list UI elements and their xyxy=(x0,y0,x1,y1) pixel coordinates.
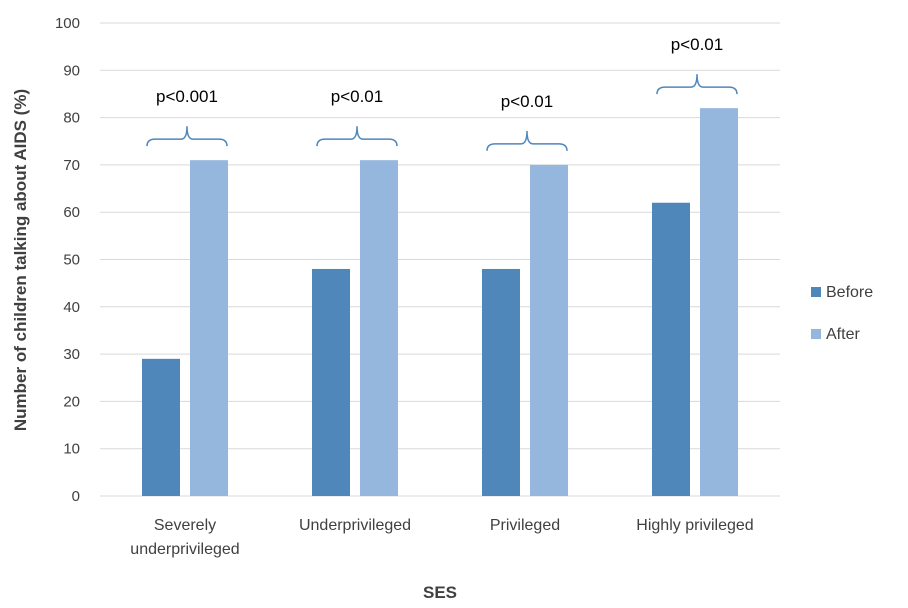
y-tick-label: 70 xyxy=(63,157,80,174)
significance-bracket xyxy=(146,126,228,147)
p-value-label: p<0.01 xyxy=(331,87,383,106)
bar-before xyxy=(312,268,350,496)
bar-after xyxy=(360,160,398,497)
bar-after xyxy=(700,108,738,496)
x-axis-categories: Severely underprivileged Underprivileged Pr… xyxy=(130,517,753,558)
y-tick-label: 100 xyxy=(55,15,80,32)
legend-swatch-before xyxy=(811,287,821,297)
y-tick-label: 10 xyxy=(63,441,80,458)
y-tick-label: 60 xyxy=(63,204,80,221)
significance-bracket xyxy=(656,74,738,95)
y-axis-ticks: 0 10 20 30 40 50 60 70 80 90 100 xyxy=(55,15,80,505)
legend-label-before: Before xyxy=(826,284,873,301)
x-category-label: Severely xyxy=(154,517,216,534)
legend: Before After xyxy=(811,284,873,343)
y-axis-title: Number of children talking about AIDS (%… xyxy=(11,89,30,431)
significance-bracket xyxy=(316,126,398,147)
bars xyxy=(142,108,738,497)
significance-bracket xyxy=(486,130,568,151)
x-category-label: Highly privileged xyxy=(636,517,753,534)
x-category-label: Privileged xyxy=(490,517,560,534)
y-tick-label: 80 xyxy=(63,110,80,127)
p-value-label: p<0.01 xyxy=(671,35,723,54)
legend-swatch-after xyxy=(811,329,821,339)
x-category-label: underprivileged xyxy=(130,541,239,558)
legend-label-after: After xyxy=(826,326,860,343)
y-tick-label: 30 xyxy=(63,346,80,363)
x-category-label: Underprivileged xyxy=(299,517,411,534)
p-value-label: p<0.01 xyxy=(501,92,553,111)
y-tick-label: 50 xyxy=(63,252,80,269)
y-tick-label: 40 xyxy=(63,299,80,316)
y-tick-label: 0 xyxy=(72,488,80,505)
bar-before xyxy=(482,268,520,496)
significance-brackets: p<0.001 p<0.01 p<0.01 p<0.01 xyxy=(146,35,738,151)
bar-before xyxy=(142,358,180,496)
p-value-label: p<0.001 xyxy=(156,87,218,106)
x-axis-title: SES xyxy=(423,583,457,602)
bar-after xyxy=(190,160,228,497)
y-tick-label: 20 xyxy=(63,393,80,410)
bar-after xyxy=(530,164,568,496)
y-tick-label: 90 xyxy=(63,62,80,79)
bar-before xyxy=(652,202,690,497)
